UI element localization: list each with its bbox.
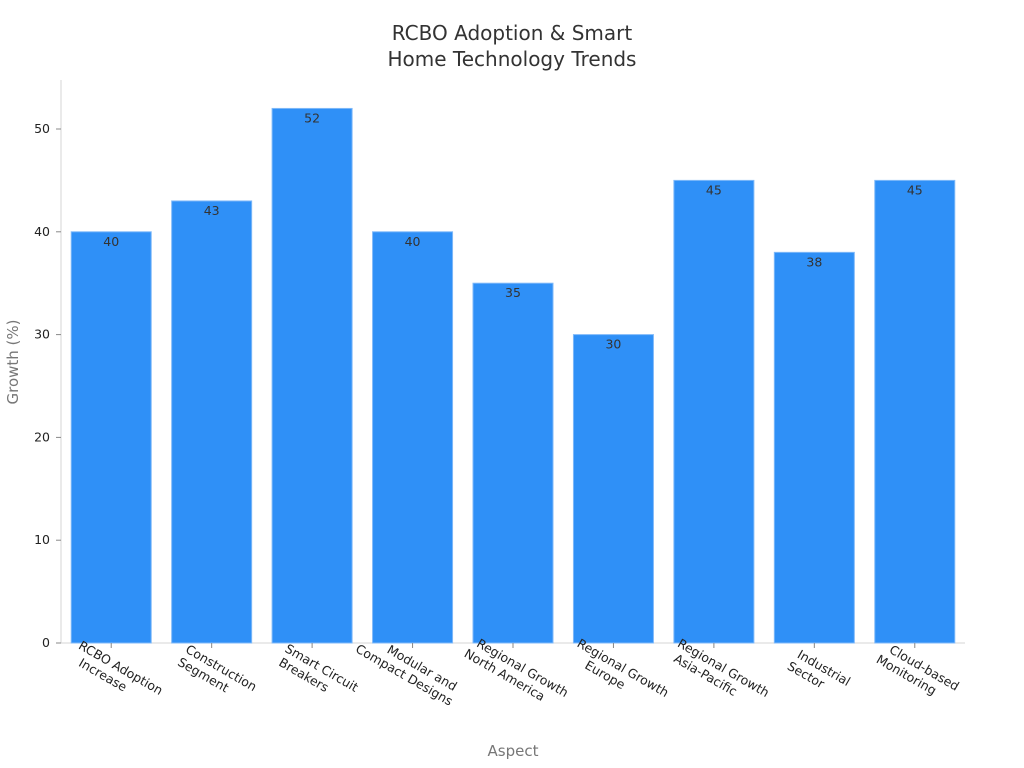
bar: [572, 334, 654, 644]
y-tick-label: 40: [34, 224, 50, 239]
y-axis-ticks: 0 10 20 30 40 50: [34, 121, 61, 650]
bar: [874, 179, 956, 644]
bar-series: [70, 107, 956, 644]
bar: [171, 200, 253, 644]
x-tick-label: Regional GrowthAsia-Pacific: [668, 635, 772, 713]
bar-value-label: 40: [103, 234, 119, 249]
bar: [372, 231, 454, 644]
bar-value-label: 43: [204, 203, 220, 218]
data-labels: 40 43 52 40 35 30 45 38 45: [103, 110, 922, 351]
x-tick-label: Smart CircuitBreakers: [275, 641, 361, 708]
x-tick-label: IndustrialSector: [785, 645, 853, 702]
x-tick-label: Cloud-basedMonitoring: [874, 639, 962, 707]
bar: [271, 107, 353, 644]
bar: [673, 179, 755, 644]
bar-value-label: 45: [907, 182, 923, 197]
chart-title: RCBO Adoption & Smart Home Technology Tr…: [388, 21, 637, 71]
bar-value-label: 38: [806, 254, 822, 269]
x-tick-label: ConstructionSegment: [175, 641, 259, 707]
bar-value-label: 40: [405, 234, 421, 249]
x-tick-label: Regional GrowthNorth America: [462, 633, 571, 713]
x-axis-title: Aspect: [488, 742, 539, 760]
y-tick-label: 10: [34, 532, 50, 547]
bar: [472, 282, 554, 644]
y-tick-label: 50: [34, 121, 50, 136]
bar-value-label: 30: [605, 337, 621, 352]
chart-title-line-1: RCBO Adoption & Smart: [392, 21, 633, 45]
bar: [70, 231, 152, 644]
bar-value-label: 35: [505, 285, 521, 300]
y-tick-label: 30: [34, 327, 50, 342]
y-tick-label: 0: [42, 635, 50, 650]
chart-title-line-2: Home Technology Trends: [388, 47, 637, 71]
bar-value-label: 52: [304, 110, 320, 125]
y-tick-label: 20: [34, 429, 50, 444]
bar: [773, 251, 855, 644]
y-axis-title: Growth (%): [4, 319, 22, 404]
x-tick-label: RCBO AdoptionIncrease: [69, 638, 166, 711]
bar-value-label: 45: [706, 182, 722, 197]
x-tick-label: Regional GrowthEurope: [567, 635, 671, 713]
